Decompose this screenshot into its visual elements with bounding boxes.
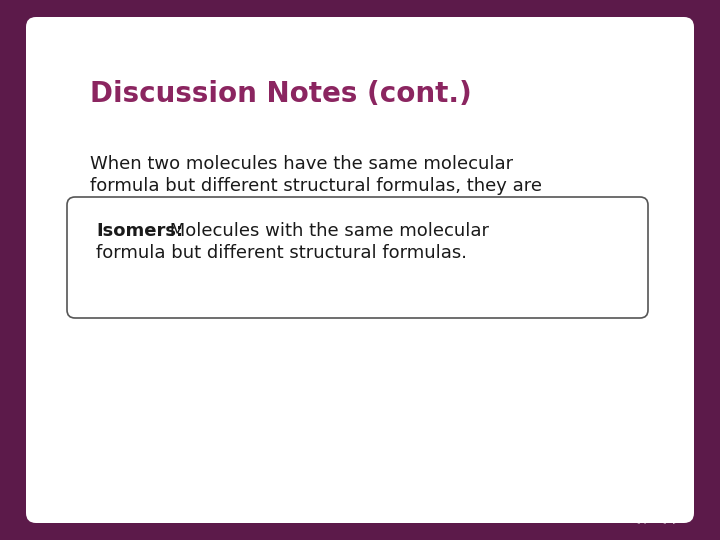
Text: formula but different structural formulas, they are: formula but different structural formula… xyxy=(90,177,542,195)
Text: ►: ► xyxy=(672,512,683,526)
Text: ◄: ◄ xyxy=(654,512,665,526)
Text: Isomers:: Isomers: xyxy=(96,222,183,240)
FancyBboxPatch shape xyxy=(67,197,648,318)
FancyBboxPatch shape xyxy=(26,17,694,523)
Text: ◄◂: ◄◂ xyxy=(629,512,647,526)
Text: formula but different structural formulas.: formula but different structural formula… xyxy=(96,244,467,262)
Text: When two molecules have the same molecular: When two molecules have the same molecul… xyxy=(90,155,513,173)
Text: called isomers of each other.: called isomers of each other. xyxy=(90,199,351,217)
Text: Molecules with the same molecular: Molecules with the same molecular xyxy=(164,222,489,240)
Text: Discussion Notes (cont.): Discussion Notes (cont.) xyxy=(90,80,472,108)
